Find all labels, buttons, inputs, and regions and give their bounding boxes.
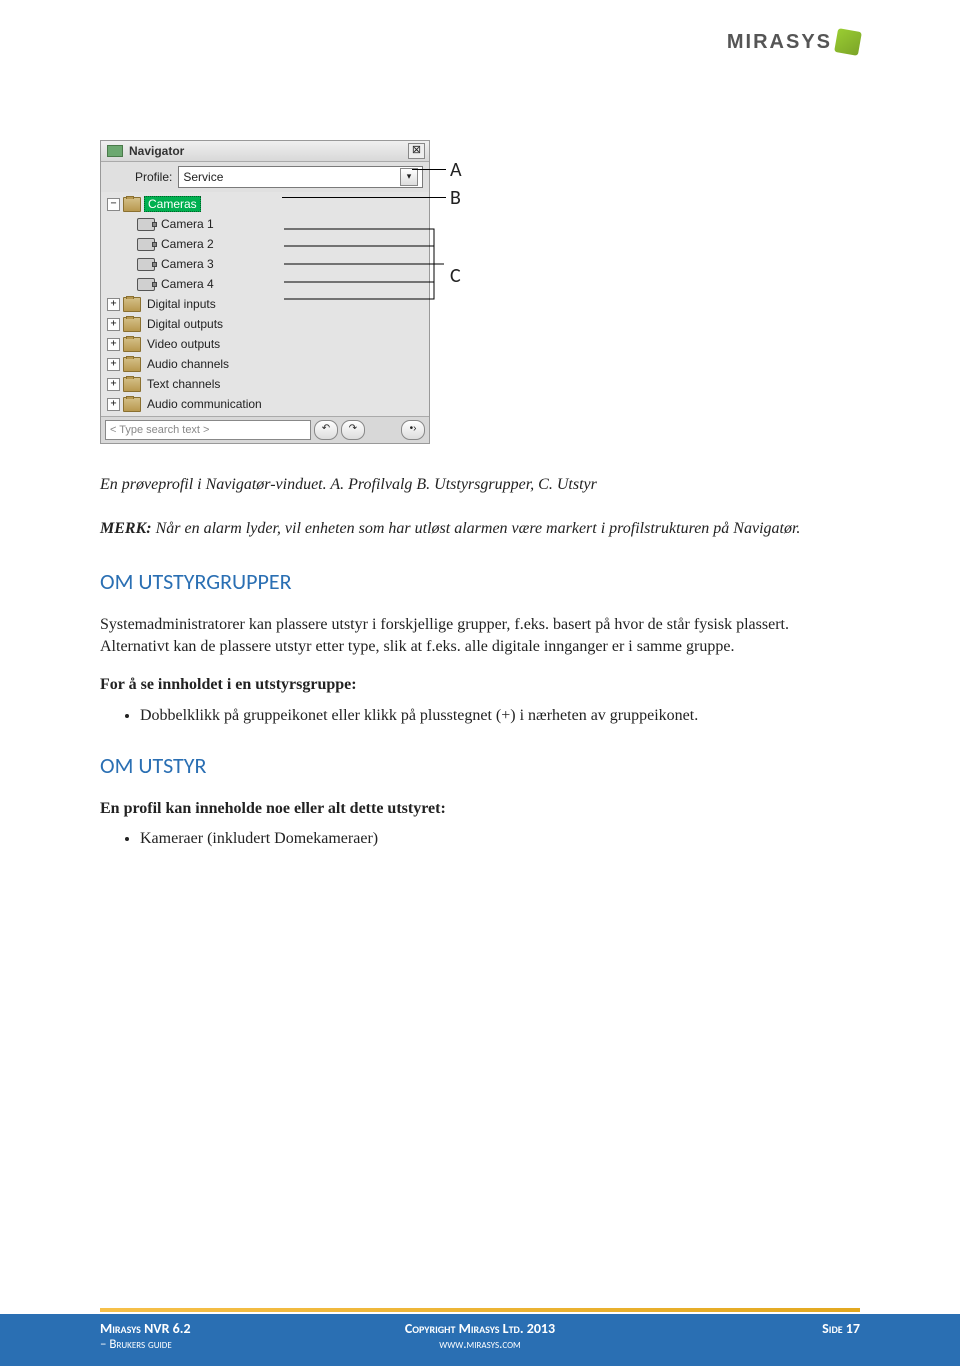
tree-label: Text channels	[144, 377, 223, 391]
paragraph: Systemadministratorer kan plassere utsty…	[100, 614, 860, 659]
expand-icon[interactable]: +	[107, 358, 120, 371]
bullet-list: Kameraer (inkludert Domekameraer)	[140, 828, 860, 850]
page-footer: Mirasys NVR 6.2 – Brukers guide Copyrigh…	[0, 1308, 960, 1366]
folder-icon	[123, 197, 141, 212]
tree-item-camera[interactable]: Camera 3	[101, 254, 429, 274]
search-next-button[interactable]: ↷	[341, 420, 365, 440]
tree-item-camera[interactable]: Camera 4	[101, 274, 429, 294]
bullet-item: Dobbelklikk på gruppeikonet eller klikk …	[140, 705, 860, 727]
heading-utstyrgrupper: OM UTSTYRGRUPPER	[100, 567, 860, 598]
folder-icon	[123, 317, 141, 332]
profile-row: Profile: Service ▾	[101, 162, 429, 192]
note-paragraph: MERK: Når en alarm lyder, vil enheten so…	[100, 518, 860, 540]
tree-group[interactable]: + Digital inputs	[101, 294, 429, 314]
folder-icon	[123, 397, 141, 412]
collapse-icon[interactable]: −	[107, 198, 120, 211]
expand-icon[interactable]: +	[107, 318, 120, 331]
tree-item-camera[interactable]: Camera 1	[101, 214, 429, 234]
camera-icon	[137, 218, 155, 231]
body-text: En prøveprofil i Navigatør-vinduet. A. P…	[100, 474, 860, 851]
footer-bar: Mirasys NVR 6.2 – Brukers guide Copyrigh…	[0, 1314, 960, 1366]
navigator-icon	[107, 145, 123, 157]
navigator-title: Navigator	[129, 144, 184, 158]
brand-text: MIRASYS	[727, 31, 832, 54]
bullet-item: Kameraer (inkludert Domekameraer)	[140, 828, 860, 850]
footer-product: Mirasys NVR 6.2	[100, 1320, 353, 1337]
callout-a-label: A	[450, 158, 462, 182]
folder-icon	[123, 377, 141, 392]
profile-label: Profile:	[135, 170, 172, 184]
navigator-window: Navigator ⊠ Profile: Service ▾ − Cameras	[100, 140, 430, 444]
search-row: < Type search text > ↶ ↷ •›	[101, 416, 429, 443]
camera-icon	[137, 278, 155, 291]
tree-group[interactable]: + Audio communication	[101, 394, 429, 414]
figure-caption: En prøveprofil i Navigatør-vinduet. A. P…	[100, 474, 860, 496]
expand-icon[interactable]: +	[107, 298, 120, 311]
tree-item-camera[interactable]: Camera 2	[101, 234, 429, 254]
tree-label: Cameras	[144, 196, 201, 212]
expand-icon[interactable]: +	[107, 338, 120, 351]
brand-icon	[834, 28, 862, 56]
tree-group[interactable]: + Audio channels	[101, 354, 429, 374]
figure-callouts: A B C	[450, 140, 462, 288]
footer-url: www.mirasys.com	[353, 1337, 606, 1352]
note-label: MERK:	[100, 520, 152, 537]
navigator-titlebar: Navigator ⊠	[101, 141, 429, 162]
callout-a: A	[450, 158, 462, 182]
instruction-heading: For å se innholdet i en utstyrsgruppe:	[100, 674, 860, 696]
expand-icon[interactable]: +	[107, 378, 120, 391]
callout-b: B	[450, 186, 462, 210]
expand-icon[interactable]: +	[107, 398, 120, 411]
brand-logo: MIRASYS	[727, 30, 860, 54]
heading-utstyr: OM UTSTYR	[100, 751, 860, 782]
callout-b-label: B	[450, 186, 461, 210]
tree-group[interactable]: + Text channels	[101, 374, 429, 394]
tree-label: Camera 1	[158, 217, 217, 231]
folder-icon	[123, 297, 141, 312]
tree-label: Digital outputs	[144, 317, 226, 331]
search-prev-button[interactable]: ↶	[314, 420, 338, 440]
folder-icon	[123, 357, 141, 372]
folder-icon	[123, 337, 141, 352]
tree-label: Camera 2	[158, 237, 217, 251]
callout-c: C	[450, 264, 462, 288]
tree-label: Video outputs	[144, 337, 223, 351]
footer-center: Copyright Mirasys Ltd. 2013 www.mirasys.…	[353, 1320, 606, 1352]
tree-label: Audio channels	[144, 357, 232, 371]
footer-copyright: Copyright Mirasys Ltd. 2013	[353, 1320, 606, 1337]
footer-page: Side 17	[607, 1320, 860, 1337]
footer-guide: – Brukers guide	[100, 1337, 353, 1352]
search-go-button[interactable]: •›	[401, 420, 425, 440]
device-tree: − Cameras Camera 1 Camera 2 Camera 3	[101, 192, 429, 416]
tree-group[interactable]: + Video outputs	[101, 334, 429, 354]
footer-right: Side 17	[607, 1320, 860, 1337]
note-text: Når en alarm lyder, vil enheten som har …	[152, 520, 801, 537]
tree-group[interactable]: + Digital outputs	[101, 314, 429, 334]
search-input[interactable]: < Type search text >	[105, 420, 311, 440]
camera-icon	[137, 238, 155, 251]
close-icon[interactable]: ⊠	[408, 143, 425, 159]
callout-c-label: C	[450, 264, 461, 288]
chevron-down-icon[interactable]: ▾	[400, 168, 418, 186]
camera-icon	[137, 258, 155, 271]
footer-divider	[100, 1308, 860, 1312]
bullet-list: Dobbelklikk på gruppeikonet eller klikk …	[140, 705, 860, 727]
tree-label: Audio communication	[144, 397, 265, 411]
tree-label: Digital inputs	[144, 297, 219, 311]
footer-left: Mirasys NVR 6.2 – Brukers guide	[100, 1320, 353, 1352]
profile-value: Service	[183, 170, 223, 184]
tree-label: Camera 3	[158, 257, 217, 271]
instruction-heading: En profil kan inneholde noe eller alt de…	[100, 798, 860, 820]
tree-label: Camera 4	[158, 277, 217, 291]
profile-dropdown[interactable]: Service ▾	[178, 166, 423, 188]
